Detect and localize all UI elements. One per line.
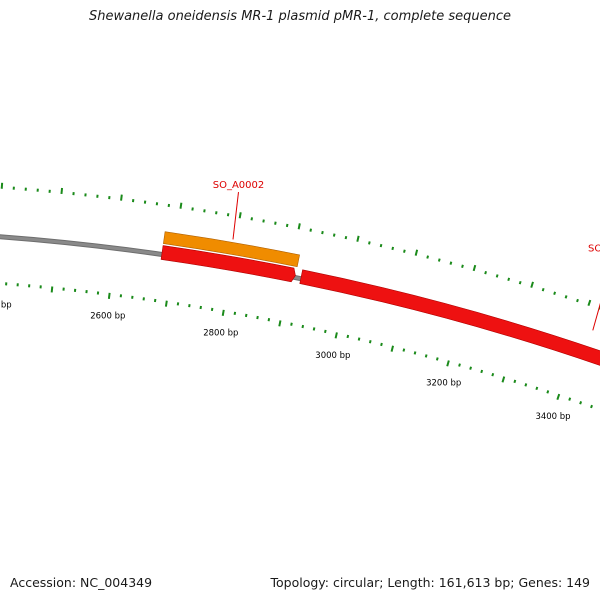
minor-tick <box>541 287 545 292</box>
minor-tick <box>380 342 383 347</box>
major-tick <box>530 281 534 288</box>
ruler-label: 3200 bp <box>426 379 461 389</box>
minor-tick <box>379 243 383 248</box>
minor-tick <box>426 255 430 259</box>
minor-tick <box>312 327 316 331</box>
minor-tick <box>244 313 248 318</box>
minor-tick <box>301 324 305 329</box>
gene-arrow-SO_A0003[interactable] <box>299 269 600 490</box>
feature-label-SO_A0003: SO_A0003 <box>588 244 600 255</box>
major-tick <box>179 202 183 209</box>
minor-tick <box>403 249 406 253</box>
minor-tick <box>437 258 441 262</box>
outer-tick-ring <box>0 182 600 310</box>
label-leader-SO_A0003 <box>592 302 600 331</box>
minor-tick <box>568 397 572 401</box>
minor-tick <box>290 322 293 326</box>
major-tick <box>356 235 360 242</box>
ruler-label: 3000 bp <box>315 351 350 361</box>
minor-tick <box>507 277 511 282</box>
feature-track <box>160 231 600 490</box>
minor-tick <box>391 246 395 251</box>
map-title: Shewanella oneidensis MR-1 plasmid pMR-1… <box>88 9 512 24</box>
minor-tick <box>590 404 593 409</box>
minor-tick <box>233 311 237 316</box>
minor-tick <box>524 383 528 387</box>
minor-tick <box>285 223 289 228</box>
accession-label: Accession: NC_004349 <box>10 575 153 590</box>
minor-tick <box>309 228 312 232</box>
ruler-label: 2600 bp <box>90 312 125 322</box>
label-leader-SO_A0002 <box>232 191 239 240</box>
major-tick <box>472 264 477 272</box>
minor-tick <box>449 261 453 265</box>
minor-tick <box>469 366 472 370</box>
major-tick <box>221 309 225 316</box>
minor-tick <box>546 390 550 394</box>
major-tick <box>556 393 561 401</box>
minor-tick <box>535 386 539 391</box>
minor-tick <box>402 348 406 352</box>
minor-tick <box>480 369 484 374</box>
minor-tick <box>484 270 487 275</box>
minor-tick <box>344 235 348 240</box>
major-tick <box>238 212 242 219</box>
major-tick <box>587 299 592 307</box>
minor-tick <box>256 315 259 320</box>
minor-tick <box>332 233 336 237</box>
major-tick <box>414 249 419 256</box>
major-tick <box>446 360 450 367</box>
minor-tick <box>564 295 568 299</box>
minor-tick <box>250 217 254 221</box>
minor-tick <box>435 357 439 361</box>
minor-tick <box>267 318 271 322</box>
minor-tick <box>274 221 277 225</box>
minor-tick <box>324 329 327 334</box>
minor-tick <box>495 274 499 278</box>
major-tick <box>390 345 395 352</box>
minor-tick <box>553 291 557 295</box>
minor-tick <box>513 379 517 384</box>
ruler-label: 3400 bp <box>535 412 570 422</box>
ruler-label: 2800 bp <box>203 329 238 339</box>
minor-tick <box>368 340 372 344</box>
minor-tick <box>413 351 417 355</box>
minor-tick <box>346 334 350 339</box>
major-tick <box>120 194 123 201</box>
feature-label-SO_A0002: SO_A0002 <box>213 180 265 191</box>
minor-tick <box>518 280 522 285</box>
major-tick <box>107 292 111 299</box>
major-tick <box>334 332 338 339</box>
inner-tick-ring <box>5 282 593 409</box>
major-tick <box>50 286 54 293</box>
plasmid-summary: Topology: circular; Length: 161,613 bp; … <box>270 575 591 590</box>
minor-tick <box>458 363 461 367</box>
cds-block-SO_A0002-cds[interactable] <box>163 231 300 268</box>
minor-tick <box>368 241 371 245</box>
major-tick <box>60 187 64 195</box>
minor-tick <box>262 219 265 223</box>
gene-arrow-SO_A0002[interactable] <box>160 245 296 283</box>
minor-tick <box>357 337 361 341</box>
minor-tick <box>321 230 324 235</box>
major-tick <box>501 376 506 383</box>
major-tick <box>164 300 168 307</box>
major-tick <box>278 320 282 327</box>
minor-tick <box>424 354 428 358</box>
ruler-label: 2400 bp <box>0 300 12 310</box>
minor-tick <box>491 372 495 377</box>
minor-tick <box>461 264 464 268</box>
minor-tick <box>576 298 579 303</box>
major-tick <box>297 223 301 230</box>
minor-tick <box>579 401 583 405</box>
